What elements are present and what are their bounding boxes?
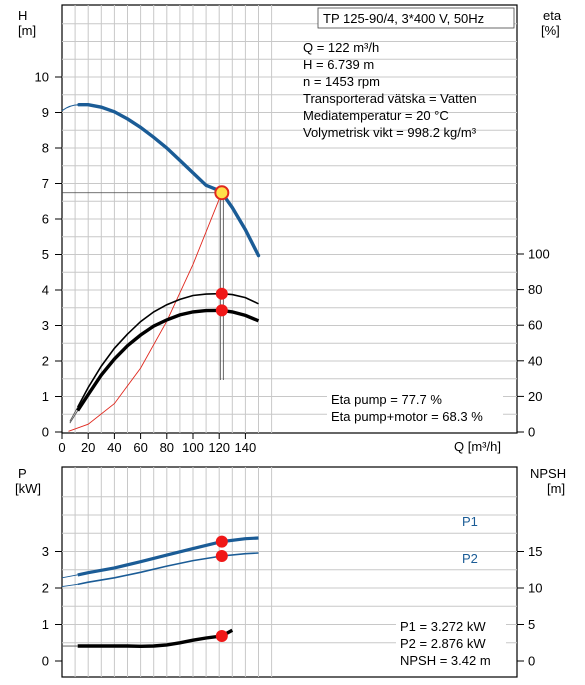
p1-value-text: P1 = 3.272 kW — [400, 619, 486, 634]
system-curve — [68, 192, 223, 432]
h-axis-unit: [m] — [18, 23, 36, 38]
info-block: Q = 122 m³/h H = 6.739 m n = 1453 rpm Tr… — [303, 40, 477, 140]
power-tick-labels: 0 1 2 3 0 5 10 15 — [42, 544, 543, 669]
duty-point-power — [215, 630, 228, 643]
h-tick-label: 1 — [42, 389, 49, 404]
npsh-curve — [77, 628, 234, 649]
p-tick-label: 1 — [42, 617, 49, 632]
eta-total-extension — [69, 410, 79, 424]
eta-axis-label: eta — [543, 8, 562, 23]
h-tick-label: 10 — [35, 70, 49, 85]
p1-series-label: P1 — [462, 514, 478, 529]
npsh-tick-label: 10 — [528, 581, 542, 596]
p-tick-label: 3 — [42, 544, 49, 559]
p2-extension — [61, 583, 78, 587]
h-tick-label: 0 — [42, 425, 49, 440]
eta-tick-label: 20 — [528, 389, 542, 404]
x-label-backdrop — [450, 437, 510, 455]
eta-text-backdrop — [327, 389, 503, 427]
pump-grid — [62, 5, 517, 433]
q-tick-label: 120 — [208, 440, 230, 455]
p1-curve — [77, 536, 259, 577]
p-axis-label: P — [18, 466, 27, 481]
pump-title: TP 125-90/4, 3*400 V, 50Hz — [323, 11, 484, 26]
h-tick-label: 2 — [42, 354, 49, 369]
duty-point-eta — [215, 287, 228, 300]
q-tick-label: 140 — [235, 440, 257, 455]
npsh-tick-label: 15 — [528, 544, 542, 559]
p-tick-label: 2 — [42, 581, 49, 596]
eta-tick-label: 40 — [528, 353, 542, 368]
h-tick-label: 7 — [42, 176, 49, 191]
q-tick-label: 60 — [133, 440, 147, 455]
info-line: H = 6.739 m — [303, 57, 374, 72]
h-tick-label: 5 — [42, 247, 49, 262]
npsh-tick-label: 5 — [528, 617, 535, 632]
q-tick-label: 0 — [58, 440, 65, 455]
p2-series-label: P2 — [462, 551, 478, 566]
x-axis-label: Q [m³/h] — [454, 439, 501, 454]
h-tick-label: 4 — [42, 283, 49, 298]
eta-tick-label: 80 — [528, 282, 542, 297]
q-tick-label: 100 — [182, 440, 204, 455]
duty-point-eta — [215, 304, 228, 317]
pump-series — [61, 103, 261, 432]
h-tick-label: 9 — [42, 105, 49, 120]
q-tick-label: 40 — [107, 440, 121, 455]
power-series — [61, 535, 259, 649]
npsh-value-text: NPSH = 3.42 m — [400, 653, 491, 668]
eta-pump-motor-text: Eta pump+motor = 68.3 % — [331, 409, 483, 424]
head-curve — [77, 103, 261, 258]
h-axis-label: H — [18, 8, 27, 23]
npsh-axis-unit: [m] — [547, 481, 565, 496]
h-tick-label: 3 — [42, 318, 49, 333]
eta-pump-text: Eta pump = 77.7 % — [331, 392, 442, 407]
eta-axis-unit: [%] — [541, 23, 560, 38]
duty-point-power — [215, 550, 228, 563]
eta-tick-label: 60 — [528, 318, 542, 333]
q-tick-label: 20 — [81, 440, 95, 455]
duty-point-head — [214, 185, 230, 201]
eta-tick-label: 100 — [528, 247, 550, 262]
info-line: Mediatemperatur = 20 °C — [303, 108, 449, 123]
h-tick-label: 8 — [42, 141, 49, 156]
p2-curve — [77, 552, 259, 586]
eta-tick-label: 0 — [528, 425, 535, 440]
duty-point-power — [215, 535, 228, 548]
p1-extension — [61, 574, 78, 579]
p2-value-text: P2 = 2.876 kW — [400, 636, 486, 651]
npsh-axis-label: NPSH — [530, 466, 566, 481]
eta-pump-extension — [69, 406, 79, 422]
info-line: Volymetrisk vikt = 998.2 kg/m³ — [303, 125, 477, 140]
power-npsh-panel: 0 1 2 3 0 5 10 15 P [kW] NPSH [m] P1 P2 P1 = 3.… — [15, 466, 566, 678]
npsh-tick-label: 0 — [528, 654, 535, 669]
q-tick-label: 80 — [160, 440, 174, 455]
info-line: Q = 122 m³/h — [303, 40, 379, 55]
info-line: Transporterad vätska = Vatten — [303, 91, 477, 106]
h-tick-label: 6 — [42, 212, 49, 227]
info-line: n = 1453 rpm — [303, 74, 380, 89]
value-text-backdrop — [396, 614, 506, 672]
p-tick-label: 0 — [42, 654, 49, 669]
p-axis-unit: [kW] — [15, 481, 41, 496]
title-box — [317, 7, 515, 29]
